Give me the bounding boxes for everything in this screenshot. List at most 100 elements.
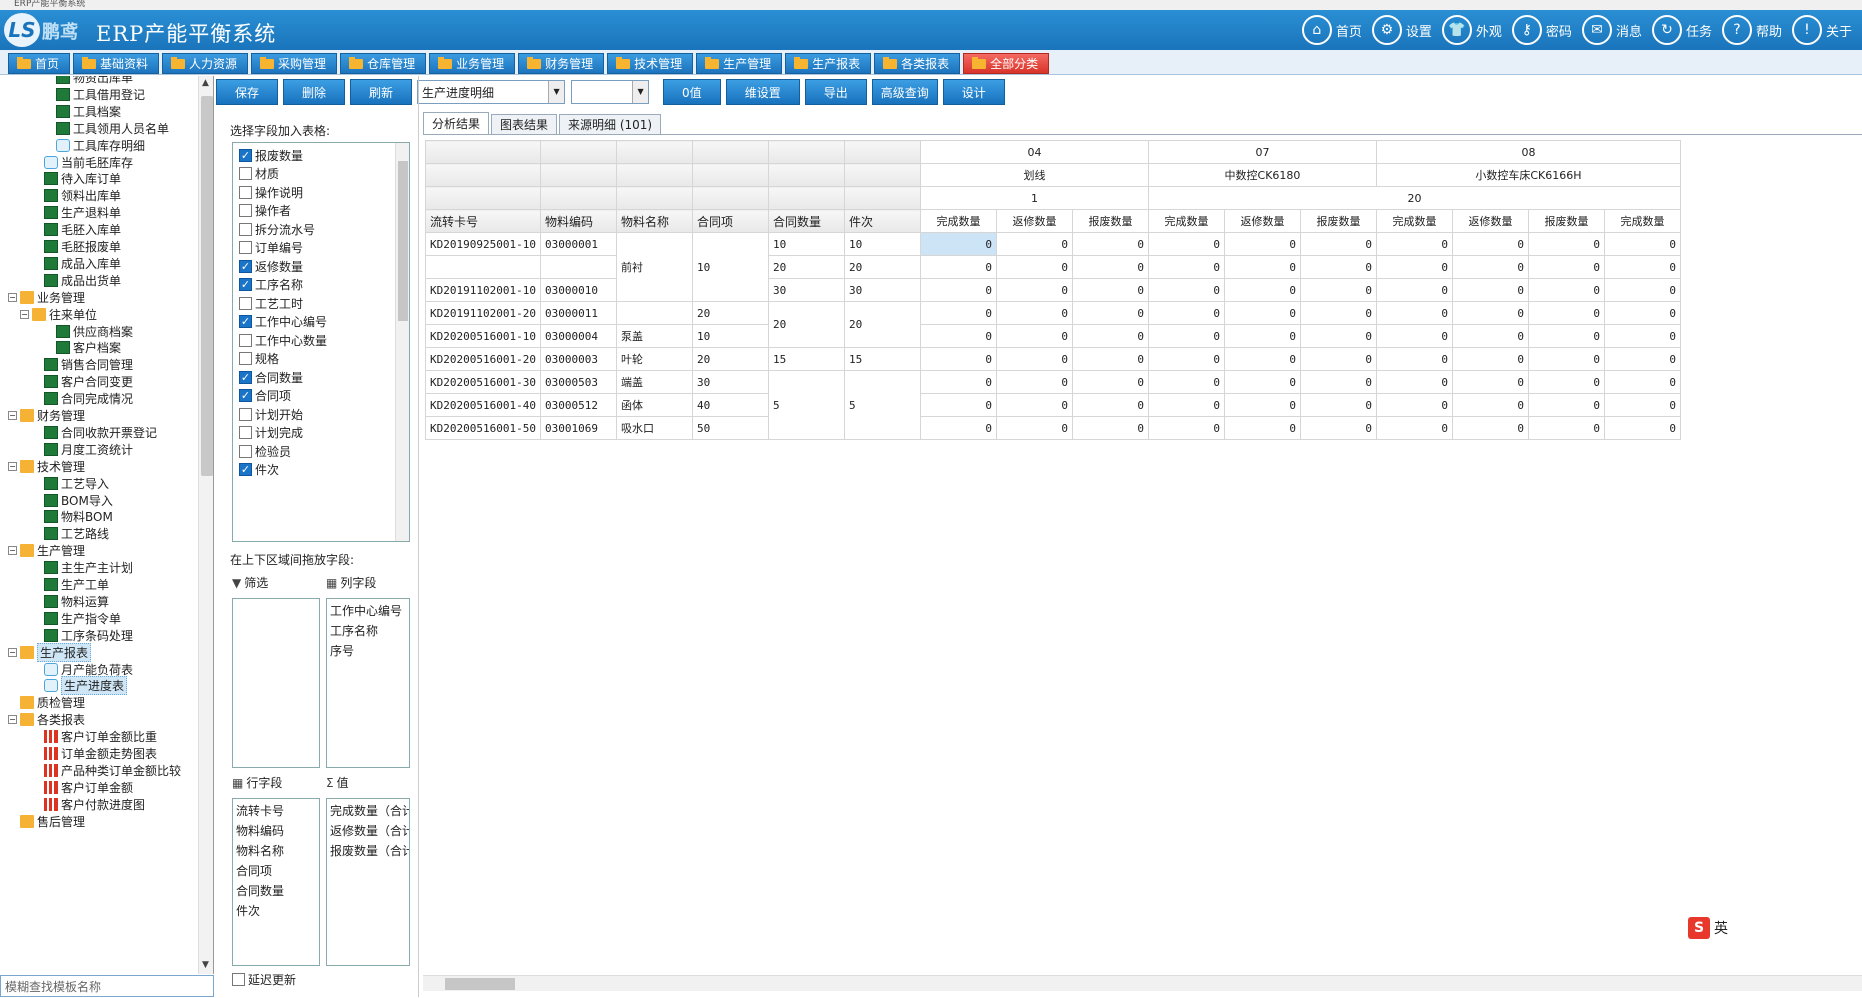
value-cell[interactable]: 0 xyxy=(1299,232,1377,256)
row-field-header[interactable]: 流转卡号 xyxy=(425,209,541,233)
menu-tab[interactable]: 基础资料 xyxy=(73,53,160,74)
field-item[interactable]: 操作说明 xyxy=(239,182,303,202)
topnav-gear-button[interactable]: ⚙ 设置 xyxy=(1371,13,1432,47)
menu-tab[interactable]: 仓库管理 xyxy=(340,53,427,74)
tree-item[interactable]: − 生产报表 xyxy=(8,642,92,662)
topnav-mail-button[interactable]: ✉ 消息 xyxy=(1581,13,1642,47)
value-cell[interactable]: 0 xyxy=(1299,255,1377,279)
value-field-item[interactable]: 报废数量（合计） xyxy=(330,844,409,858)
value-cell[interactable]: 0 xyxy=(995,416,1073,440)
field-item[interactable]: 拆分流水号 xyxy=(239,219,315,239)
material-code-cell[interactable] xyxy=(539,255,617,279)
value-cell[interactable]: 0 xyxy=(1451,324,1529,348)
value-cell[interactable]: 0 xyxy=(1223,232,1301,256)
flow-card-cell[interactable]: KD20191102001-20 xyxy=(425,301,541,325)
tree-item[interactable]: 工具借用登记 xyxy=(56,85,145,104)
value-cell[interactable]: 0 xyxy=(1451,370,1529,394)
value-cell[interactable]: 0 xyxy=(1299,278,1377,302)
value-cell[interactable]: 0 xyxy=(1147,393,1225,417)
tree-item[interactable]: 产品种类订单金额比较 xyxy=(44,761,181,780)
field-checkbox[interactable] xyxy=(239,296,252,310)
dimension-setting-button[interactable]: 维设置 xyxy=(725,79,800,105)
field-item[interactable]: ✓ 返修数量 xyxy=(239,256,303,276)
field-item[interactable]: 操作者 xyxy=(239,201,291,221)
contract-qty-cell[interactable]: 10 xyxy=(767,232,845,256)
value-cell[interactable]: 0 xyxy=(1603,347,1681,371)
menu-tab[interactable]: 财务管理 xyxy=(518,53,605,74)
value-cell[interactable]: 0 xyxy=(1375,324,1453,348)
tree-expand-icon[interactable]: − xyxy=(8,546,17,556)
tree-item[interactable]: BOM导入 xyxy=(44,491,113,510)
column-field-zone[interactable]: 工作中心编号 工序名称 序号 xyxy=(326,598,410,768)
field-item[interactable]: ✓ 合同数量 xyxy=(239,367,303,387)
material-code-cell[interactable]: 03000503 xyxy=(539,370,617,394)
secondary-select[interactable]: ▼ xyxy=(571,80,650,104)
column-field-item[interactable]: 工序名称 xyxy=(330,624,379,638)
value-cell[interactable]: 0 xyxy=(1527,324,1605,348)
value-cell[interactable]: 0 xyxy=(1375,370,1453,394)
tree-item[interactable]: 客户订单金额比重 xyxy=(44,727,157,746)
tree-item[interactable]: 合同完成情况 xyxy=(44,389,133,408)
report-template-select[interactable]: 生产进度明细 ▼ xyxy=(417,80,566,104)
tree-item[interactable]: 生产工单 xyxy=(44,575,109,594)
row-field-header[interactable]: 物料编码 xyxy=(539,209,617,233)
contract-item-cell[interactable]: 20 xyxy=(691,347,769,371)
value-cell[interactable]: 0 xyxy=(1223,278,1301,302)
value-cell[interactable]: 0 xyxy=(1147,347,1225,371)
delete-button[interactable]: 删除 xyxy=(283,79,346,105)
value-cell[interactable]: 0 xyxy=(1147,301,1225,325)
menu-tab[interactable]: 全部分类 xyxy=(963,53,1050,74)
field-checkbox[interactable] xyxy=(239,426,252,439)
value-cell[interactable]: 0 xyxy=(1375,278,1453,302)
field-checkbox[interactable] xyxy=(239,204,252,217)
value-field-zone[interactable]: 完成数量（合计） 返修数量（合计） 报废数量（合计） xyxy=(326,798,410,966)
field-checkbox[interactable] xyxy=(239,352,252,365)
piece-count-cell[interactable]: 20 xyxy=(843,301,921,348)
save-button[interactable]: 保存 xyxy=(216,79,279,105)
column-field-item[interactable]: 序号 xyxy=(330,644,355,658)
field-item[interactable]: ✓ 件次 xyxy=(239,460,279,480)
field-checkbox[interactable] xyxy=(239,407,252,421)
field-checkbox[interactable]: ✓ xyxy=(239,370,252,384)
value-cell[interactable]: 0 xyxy=(1299,416,1377,440)
value-cell[interactable]: 0 xyxy=(1451,393,1529,417)
material-name-cell[interactable]: 函体 xyxy=(615,393,693,417)
tree-item[interactable]: 工序条码处理 xyxy=(44,626,133,645)
contract-item-cell[interactable]: 10 xyxy=(691,324,769,348)
flow-card-cell[interactable]: KD20200516001-50 xyxy=(425,416,541,440)
value-cell[interactable]: 0 xyxy=(1603,324,1681,348)
value-cell[interactable]: 0 xyxy=(1147,255,1225,279)
material-code-cell[interactable]: 03000003 xyxy=(539,347,617,371)
value-cell[interactable]: 0 xyxy=(1603,232,1681,256)
row-field-item[interactable]: 件次 xyxy=(236,904,261,918)
value-cell[interactable]: 0 xyxy=(1527,232,1605,256)
value-cell[interactable]: 0 xyxy=(1071,301,1149,325)
flow-card-cell[interactable] xyxy=(425,255,541,279)
contract-qty-cell[interactable]: 20 xyxy=(767,255,845,279)
topnav-task-button[interactable]: ↻ 任务 xyxy=(1651,13,1712,47)
row-field-header[interactable]: 合同数量 xyxy=(767,209,845,233)
grid-scroll-thumb[interactable] xyxy=(445,978,515,990)
tree-expand-icon[interactable]: − xyxy=(8,461,17,471)
tree-item[interactable]: 供应商档案 xyxy=(56,322,133,341)
value-cell[interactable]: 0 xyxy=(1071,255,1149,279)
value-cell[interactable]: 0 xyxy=(1527,301,1605,325)
material-name-cell[interactable]: 吸水口 xyxy=(615,416,693,440)
row-field-zone[interactable]: 流转卡号 物料编码 物料名称 合同项 合同数量 件次 xyxy=(232,798,320,966)
tree-scrollbar[interactable]: ▲ ▼ xyxy=(198,76,213,974)
contract-qty-cell[interactable]: 15 xyxy=(767,347,845,371)
value-cell[interactable]: 0 xyxy=(1147,278,1225,302)
tree-item[interactable]: − 往来单位 xyxy=(20,305,97,324)
field-checkbox[interactable]: ✓ xyxy=(239,463,252,476)
value-cell[interactable]: 0 xyxy=(919,347,997,371)
scroll-down-icon[interactable]: ▼ xyxy=(202,960,209,970)
value-field-item[interactable]: 返修数量（合计） xyxy=(330,824,409,838)
tree-item[interactable]: 工艺路线 xyxy=(44,524,109,543)
value-cell[interactable]: 0 xyxy=(995,347,1073,371)
value-cell[interactable]: 0 xyxy=(1375,301,1453,325)
menu-tab[interactable]: 各类报表 xyxy=(874,53,961,74)
refresh-button[interactable]: 刷新 xyxy=(350,79,413,105)
tree-expand-icon[interactable]: − xyxy=(8,411,17,420)
value-cell[interactable]: 0 xyxy=(1603,278,1681,302)
value-cell[interactable]: 0 xyxy=(995,370,1073,394)
